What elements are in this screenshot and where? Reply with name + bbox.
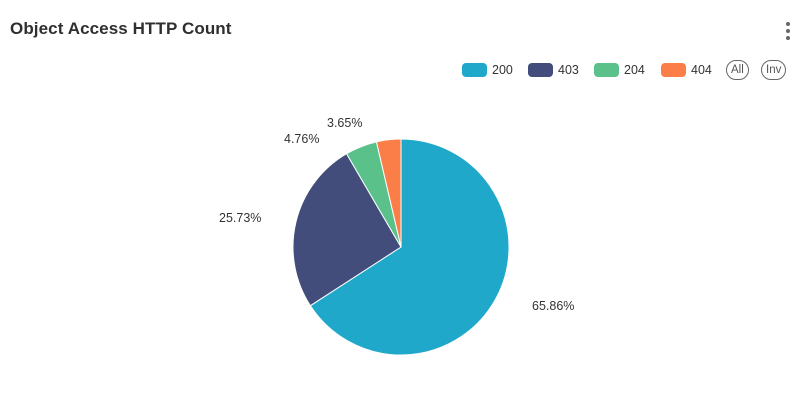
pie-slice-404[interactable] xyxy=(375,138,402,248)
legend-item-204[interactable]: 204 xyxy=(594,60,645,80)
legend-inverse-button[interactable]: Inv xyxy=(761,60,787,80)
kebab-menu-icon[interactable] xyxy=(784,22,792,42)
pie-slice-200[interactable] xyxy=(309,138,510,356)
kebab-dot xyxy=(786,29,790,33)
legend-swatch xyxy=(528,63,553,77)
slice-label-204: 4.76% xyxy=(284,132,319,146)
chart-legend: 200 403 204 404 All Inv xyxy=(0,60,810,80)
kebab-dot xyxy=(786,22,790,26)
legend-select-all-button[interactable]: All xyxy=(726,60,749,80)
pie-slice-403[interactable] xyxy=(292,153,402,307)
legend-label: 404 xyxy=(691,63,712,77)
legend-label: 200 xyxy=(492,63,513,77)
legend-swatch xyxy=(661,63,686,77)
panel-title: Object Access HTTP Count xyxy=(10,19,232,38)
legend-swatch xyxy=(594,63,619,77)
legend-item-404[interactable]: 404 xyxy=(661,60,712,80)
kebab-dot xyxy=(786,36,790,40)
legend-label: 403 xyxy=(558,63,579,77)
slice-label-403: 25.73% xyxy=(219,211,261,225)
legend-item-403[interactable]: 403 xyxy=(528,60,579,80)
legend-swatch xyxy=(462,63,487,77)
slice-label-200: 65.86% xyxy=(532,299,574,313)
legend-item-200[interactable]: 200 xyxy=(462,60,513,80)
legend-label: 204 xyxy=(624,63,645,77)
slice-label-404: 3.65% xyxy=(327,116,362,130)
